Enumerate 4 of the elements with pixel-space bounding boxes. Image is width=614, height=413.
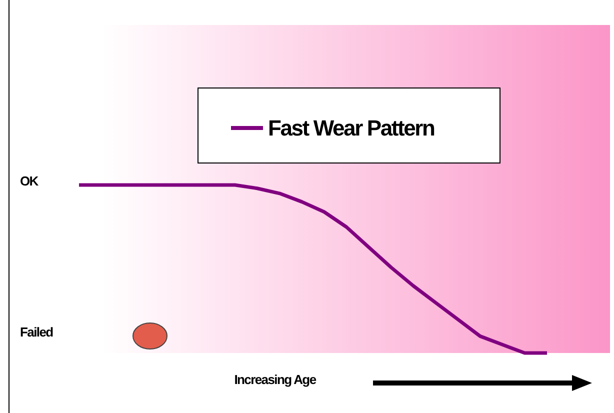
- legend-label: Fast Wear Pattern: [268, 116, 436, 141]
- text: OK: [20, 173, 40, 188]
- x-axis-title: Increasing Age: [234, 372, 316, 387]
- text: Failed: [20, 324, 54, 340]
